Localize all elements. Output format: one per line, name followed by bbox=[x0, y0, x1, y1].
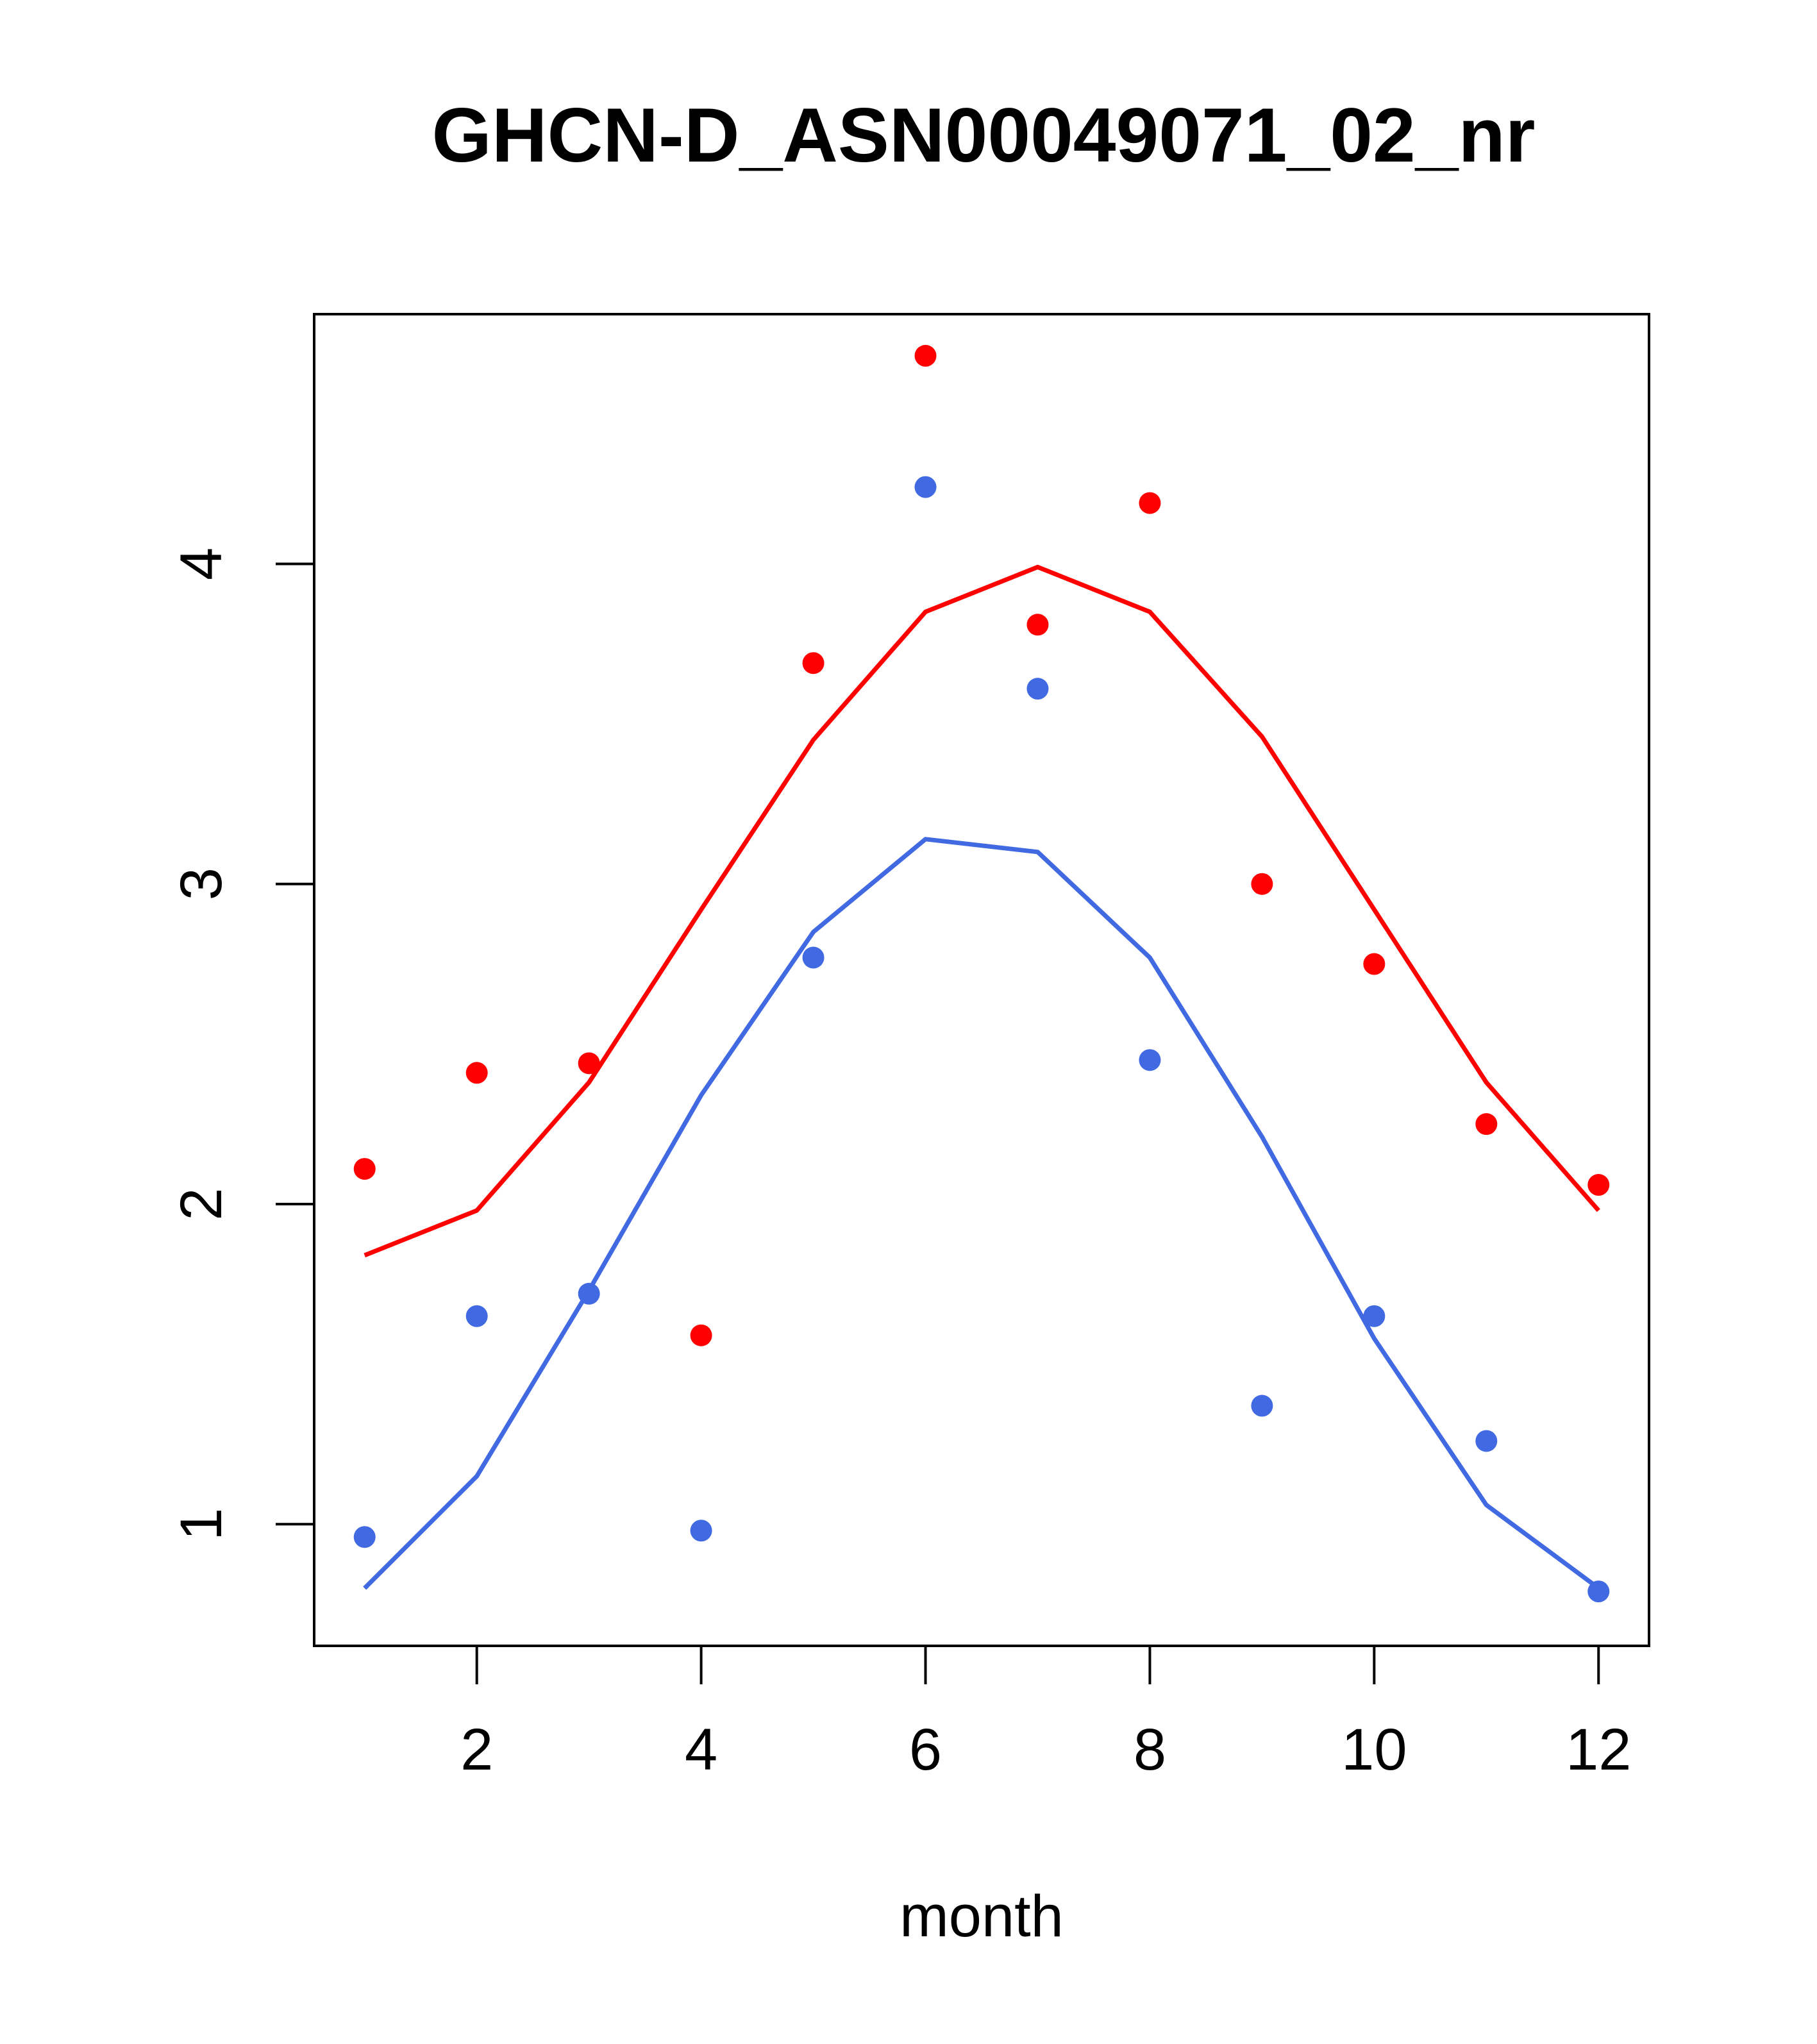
series-blue-point-12 bbox=[1587, 1580, 1610, 1603]
series-red-point-12 bbox=[1587, 1174, 1610, 1196]
y-tick-label-4: 4 bbox=[169, 548, 234, 580]
series-blue-point-2 bbox=[465, 1305, 488, 1327]
x-tick-label-4: 4 bbox=[685, 1717, 717, 1782]
series-red-point-10 bbox=[1363, 953, 1386, 975]
y-axis: 1 2 3 4 bbox=[169, 548, 314, 1541]
series-red-point-6 bbox=[914, 344, 937, 367]
series-blue-point-1 bbox=[353, 1526, 376, 1548]
series-red-point-5 bbox=[802, 652, 825, 674]
series-blue-point-9 bbox=[1251, 1395, 1273, 1417]
series-red-point-2 bbox=[465, 1062, 488, 1084]
chart-title: GHCN-D_ASN00049071_02_nr bbox=[432, 92, 1536, 178]
y-tick-label-2: 2 bbox=[169, 1187, 234, 1220]
series-red-point-8 bbox=[1139, 492, 1161, 514]
series-blue-point-5 bbox=[802, 946, 825, 969]
x-tick-label-2: 2 bbox=[460, 1717, 493, 1782]
series-red-line bbox=[364, 564, 1600, 1258]
series-blue-point-11 bbox=[1475, 1430, 1498, 1452]
series-red-point-11 bbox=[1475, 1113, 1498, 1135]
x-tick-label-6: 6 bbox=[909, 1717, 942, 1782]
x-tick-label-12: 12 bbox=[1566, 1717, 1631, 1782]
series-layer bbox=[353, 344, 1610, 1603]
series-blue-point-8 bbox=[1139, 1049, 1161, 1071]
series-blue-point-10 bbox=[1363, 1305, 1386, 1327]
series-blue-line bbox=[363, 837, 1600, 1590]
x-axis-label: month bbox=[900, 1884, 1064, 1949]
x-tick-label-10: 10 bbox=[1341, 1717, 1407, 1782]
x-axis: 2 4 6 8 10 12 bbox=[460, 1646, 1631, 1782]
series-blue-point-7 bbox=[1026, 678, 1049, 700]
x-tick-label-8: 8 bbox=[1134, 1717, 1166, 1782]
series-red-point-3 bbox=[578, 1052, 600, 1075]
y-tick-label-1: 1 bbox=[169, 1508, 234, 1541]
series-red-point-7 bbox=[1026, 614, 1049, 636]
series-red-point-1 bbox=[353, 1158, 376, 1180]
y-tick-label-3: 3 bbox=[169, 867, 234, 900]
series-blue-point-4 bbox=[690, 1520, 712, 1542]
plot-frame bbox=[313, 313, 1650, 1647]
series-blue-point-6 bbox=[914, 476, 937, 498]
series-blue-point-3 bbox=[578, 1282, 600, 1305]
series-red-point-4 bbox=[690, 1324, 712, 1346]
series-red-point-9 bbox=[1251, 873, 1273, 895]
